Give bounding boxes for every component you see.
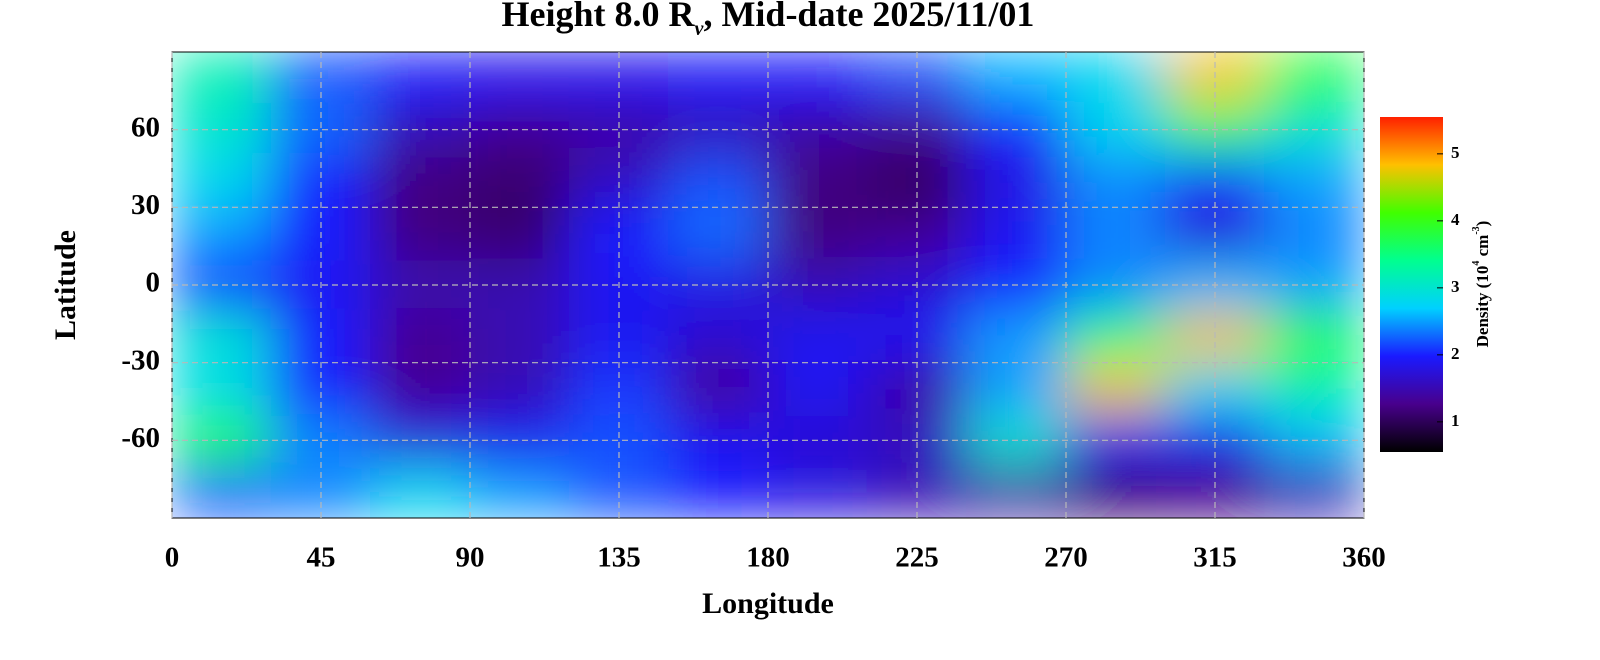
colorbar <box>1380 117 1443 452</box>
y-tick-label: -60 <box>121 422 160 454</box>
heatmap-cell <box>172 362 272 415</box>
colorbar-tick-label: 1 <box>1451 411 1460 430</box>
y-tick-label: 30 <box>131 189 160 221</box>
heatmap-cell <box>172 52 272 105</box>
heatmap-cell <box>1065 52 1166 105</box>
y-axis-label: Latitude <box>49 230 82 340</box>
heatmap-cell <box>1065 206 1166 260</box>
heatmap-cell <box>370 310 471 364</box>
heatmap-cell <box>1264 465 1364 518</box>
heatmap-cell <box>966 52 1067 105</box>
heatmap-cell <box>668 52 769 105</box>
x-tick-label: 180 <box>746 542 790 574</box>
heatmap-cell <box>370 52 471 105</box>
heatmap-cell <box>370 155 471 208</box>
heatmap-cell <box>966 206 1067 260</box>
heatmap-cell <box>767 362 868 415</box>
x-tick-label: 135 <box>597 542 641 574</box>
y-tick-label: 60 <box>131 111 160 143</box>
cb-label-part: cm <box>1473 235 1492 261</box>
heatmap-cell <box>469 155 570 208</box>
heatmap-cell <box>966 310 1067 364</box>
heatmap-cell <box>668 155 769 208</box>
heatmap-cell <box>966 155 1067 208</box>
y-tick-label: 0 <box>146 267 161 299</box>
heatmap-cell <box>767 52 868 105</box>
heatmap-cell <box>469 465 570 518</box>
heatmap-cell <box>1065 155 1166 208</box>
title-subscript: ν <box>695 18 705 40</box>
heatmap-cell <box>370 465 471 518</box>
colorbar-tick-label: 4 <box>1451 210 1460 229</box>
heatmap-cell <box>1065 362 1166 415</box>
heatmap-cell <box>767 465 868 518</box>
heatmap-cell <box>469 52 570 105</box>
title-rest: , Mid-date 2025/11/01 <box>703 0 1034 34</box>
heatmap-cell <box>1065 310 1166 364</box>
heatmap-cell <box>767 310 868 364</box>
heatmap-cell <box>1264 155 1364 208</box>
colorbar-tick-label: 5 <box>1451 143 1460 162</box>
x-tick-label: 315 <box>1193 542 1237 574</box>
axes: 0 45 90 135 180 225 270 315 360 -60 -30 0 30 60 <box>121 51 1386 574</box>
colorbar-tick-label: 3 <box>1451 277 1460 296</box>
cb-label-sup: -3 <box>1471 226 1482 234</box>
x-tick-label: 270 <box>1044 542 1088 574</box>
y-tick-label: -30 <box>121 344 160 376</box>
cb-label-part: Density (10 <box>1473 266 1492 348</box>
heatmap-cell <box>1264 52 1364 105</box>
cb-label-sup: 4 <box>1471 261 1482 266</box>
heatmap-cell <box>469 362 570 415</box>
x-tick-label: 45 <box>307 542 336 574</box>
heatmap-cell <box>668 206 769 260</box>
heatmap-cell <box>469 206 570 260</box>
heatmap-cell <box>767 155 868 208</box>
heatmap-cell <box>172 310 272 364</box>
title-main: Height 8.0 R <box>502 0 696 34</box>
heatmap-cell <box>172 155 272 208</box>
heatmap-cell <box>370 362 471 415</box>
x-tick-label: 90 <box>456 542 485 574</box>
x-axis-label: Longitude <box>702 587 834 620</box>
heatmap-cell <box>172 465 272 518</box>
x-tick-label: 0 <box>165 542 180 574</box>
heatmap-cell <box>668 310 769 364</box>
x-tick-label: 360 <box>1342 542 1386 574</box>
heatmap-cell <box>1264 362 1364 415</box>
heatmap-cell <box>668 362 769 415</box>
heatmap-cell <box>469 310 570 364</box>
heatmap-cell <box>966 362 1067 415</box>
heatmap-cell <box>1264 310 1364 364</box>
cb-label-part: ) <box>1473 221 1492 227</box>
colorbar-label: Density (104 cm-3) <box>1471 221 1492 348</box>
x-tick-label: 225 <box>895 542 939 574</box>
heatmap-cell <box>767 206 868 260</box>
heatmap-cell <box>966 465 1067 518</box>
heatmap-cell <box>668 465 769 518</box>
chart-title: Height 8.0 Rν, Mid-date 2025/11/01 <box>502 0 1035 40</box>
heatmap-cell <box>1264 206 1364 260</box>
heatmap-cell <box>172 206 272 260</box>
heatmap-cell <box>1065 465 1166 518</box>
heatmap-cell <box>370 206 471 260</box>
colorbar-tick-label: 2 <box>1451 344 1460 363</box>
